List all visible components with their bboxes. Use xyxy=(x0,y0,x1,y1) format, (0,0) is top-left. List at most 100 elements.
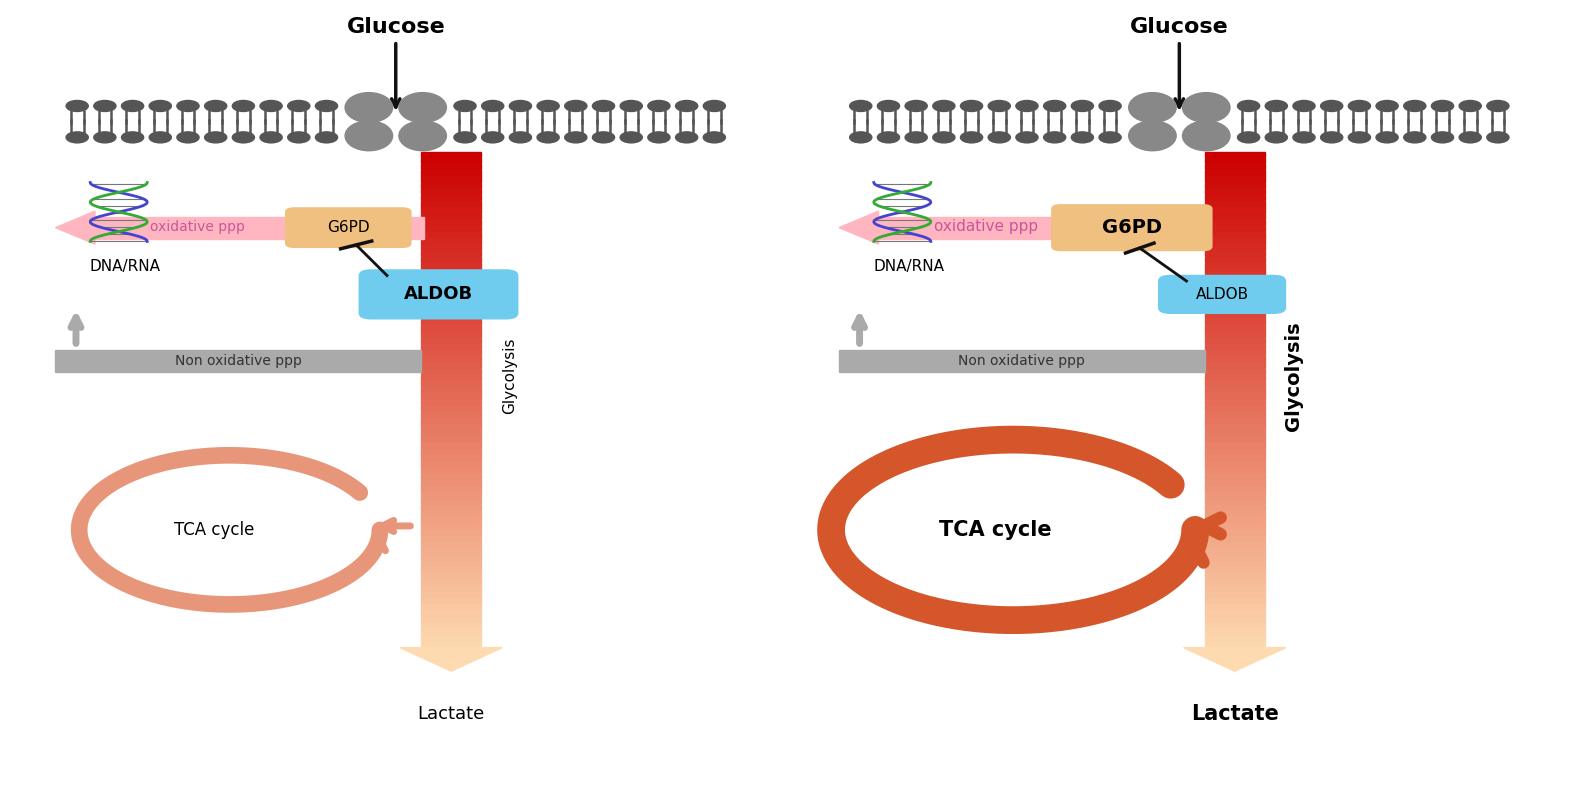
Ellipse shape xyxy=(1129,121,1176,151)
Bar xyxy=(421,443,481,448)
Bar xyxy=(1205,226,1265,232)
Bar xyxy=(1205,418,1265,424)
Circle shape xyxy=(93,132,116,143)
Bar xyxy=(421,250,481,256)
Circle shape xyxy=(1293,100,1315,111)
Bar xyxy=(1205,232,1265,238)
Bar xyxy=(1205,350,1265,356)
Bar xyxy=(421,307,481,312)
Bar xyxy=(421,418,481,424)
Circle shape xyxy=(510,132,532,143)
Bar xyxy=(1205,374,1265,380)
Circle shape xyxy=(1431,132,1453,143)
Bar xyxy=(421,412,481,418)
Bar xyxy=(421,245,481,250)
Bar xyxy=(421,164,481,170)
Polygon shape xyxy=(1184,648,1285,671)
Bar xyxy=(421,177,481,182)
Bar xyxy=(1205,294,1265,300)
Circle shape xyxy=(233,100,255,111)
Bar xyxy=(421,449,481,455)
Circle shape xyxy=(1320,100,1342,111)
Bar xyxy=(1205,604,1265,610)
Bar xyxy=(1205,177,1265,182)
Circle shape xyxy=(1376,132,1398,143)
Bar xyxy=(421,232,481,238)
Bar xyxy=(1205,493,1265,498)
Bar xyxy=(1205,183,1265,188)
Bar xyxy=(421,493,481,498)
Polygon shape xyxy=(839,211,879,244)
Bar xyxy=(421,536,481,542)
Circle shape xyxy=(204,100,226,111)
Bar xyxy=(839,350,1205,372)
Ellipse shape xyxy=(399,93,446,122)
Bar xyxy=(421,325,481,330)
Bar xyxy=(1205,170,1265,176)
Bar xyxy=(421,592,481,597)
Bar xyxy=(1205,487,1265,491)
Bar xyxy=(421,183,481,188)
Circle shape xyxy=(454,132,476,143)
Text: TCA cycle: TCA cycle xyxy=(939,520,1051,540)
Circle shape xyxy=(510,100,532,111)
Bar xyxy=(421,549,481,554)
Ellipse shape xyxy=(345,121,393,151)
Bar xyxy=(1205,282,1265,287)
Bar xyxy=(1205,449,1265,455)
Bar xyxy=(421,350,481,356)
Bar xyxy=(421,257,481,262)
Bar xyxy=(1205,517,1265,523)
Bar xyxy=(421,387,481,392)
Circle shape xyxy=(454,100,476,111)
Text: Lactate: Lactate xyxy=(1190,704,1279,725)
Circle shape xyxy=(122,132,144,143)
FancyBboxPatch shape xyxy=(1157,275,1285,314)
Bar xyxy=(1205,462,1265,467)
Circle shape xyxy=(1486,100,1509,111)
Circle shape xyxy=(988,132,1010,143)
Bar xyxy=(421,598,481,604)
Text: oxidative ppp: oxidative ppp xyxy=(150,220,245,234)
Bar xyxy=(421,226,481,232)
Bar xyxy=(1205,511,1265,517)
Bar xyxy=(55,350,421,372)
Bar xyxy=(1205,201,1265,206)
Circle shape xyxy=(1460,132,1482,143)
FancyBboxPatch shape xyxy=(358,269,518,319)
Bar xyxy=(421,579,481,585)
Bar xyxy=(1205,239,1265,244)
Circle shape xyxy=(932,132,955,143)
Bar xyxy=(421,530,481,535)
Circle shape xyxy=(877,132,899,143)
Circle shape xyxy=(1238,100,1260,111)
Circle shape xyxy=(988,100,1010,111)
Circle shape xyxy=(481,100,503,111)
Bar xyxy=(1205,431,1265,436)
Circle shape xyxy=(621,100,643,111)
Bar xyxy=(421,487,481,491)
Bar xyxy=(421,406,481,411)
Bar xyxy=(421,338,481,343)
Circle shape xyxy=(621,132,643,143)
Text: DNA/RNA: DNA/RNA xyxy=(874,259,943,275)
Circle shape xyxy=(1431,100,1453,111)
FancyBboxPatch shape xyxy=(285,207,412,248)
Bar xyxy=(421,431,481,436)
Bar xyxy=(1205,214,1265,219)
Text: Glycolysis: Glycolysis xyxy=(1284,321,1303,431)
Circle shape xyxy=(149,100,171,111)
Circle shape xyxy=(66,132,89,143)
Bar xyxy=(421,623,481,628)
Text: TCA cycle: TCA cycle xyxy=(174,521,255,539)
Bar xyxy=(421,170,481,176)
Bar xyxy=(421,288,481,294)
Bar xyxy=(421,276,481,281)
Circle shape xyxy=(703,132,725,143)
Bar xyxy=(1205,257,1265,262)
Bar xyxy=(421,195,481,200)
Bar xyxy=(421,462,481,467)
Bar xyxy=(421,158,481,163)
Circle shape xyxy=(905,132,928,143)
Bar xyxy=(421,188,481,194)
